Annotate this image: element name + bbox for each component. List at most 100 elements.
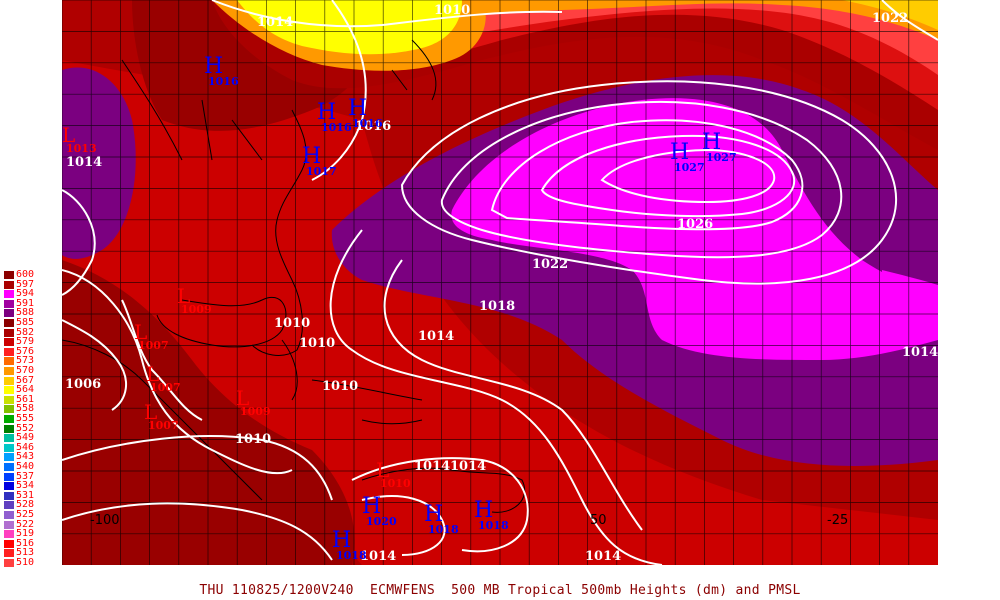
color-swatch bbox=[4, 299, 14, 308]
isobar-1016-south bbox=[361, 495, 446, 556]
isobar-label: 1022 bbox=[872, 11, 909, 26]
florida bbox=[281, 339, 298, 401]
color-swatch bbox=[4, 357, 14, 366]
weather-map: -100 50 -25 1010 1014 1022 1014 1016 102… bbox=[62, 0, 938, 565]
high-pressure-center: H 1018 bbox=[332, 528, 367, 562]
color-scale-legend: 600 597 594 591 588 585 582 579 576 573 570 567 564 5… bbox=[4, 269, 46, 569]
color-scale-entry: 567 bbox=[4, 374, 46, 386]
high-pressure-center: H 1018 bbox=[424, 502, 459, 536]
color-scale-label: 525 bbox=[16, 509, 35, 520]
color-scale-label: 555 bbox=[16, 413, 35, 424]
color-scale-entry: 546 bbox=[4, 442, 46, 453]
isobar-label: 1010 bbox=[235, 432, 272, 447]
color-swatch bbox=[4, 338, 14, 347]
color-swatch bbox=[4, 395, 14, 404]
color-swatch bbox=[4, 328, 14, 337]
purple-field-west bbox=[62, 67, 136, 259]
low-pressure-center: L 1007 bbox=[146, 362, 181, 394]
color-scale-entry: 579 bbox=[4, 336, 46, 348]
isobar-1007 bbox=[121, 299, 203, 421]
isobar-label: 1014 bbox=[902, 345, 938, 360]
high-pressure-center: H 1020 bbox=[362, 494, 397, 528]
isobar-1014-west bbox=[62, 189, 96, 296]
color-scale-label: 582 bbox=[16, 326, 35, 338]
color-swatch bbox=[4, 549, 14, 558]
color-scale-label: 570 bbox=[16, 365, 35, 376]
magenta-core-east bbox=[882, 270, 938, 333]
central-america bbox=[62, 339, 263, 501]
high-pressure-center: H 1016 bbox=[348, 96, 383, 130]
color-scale-label: 561 bbox=[16, 393, 35, 405]
isobar-1022-ne bbox=[881, 0, 938, 41]
low-pressure-center: L 1013 bbox=[62, 123, 97, 155]
color-scale-entry: 582 bbox=[4, 326, 46, 338]
color-swatch bbox=[4, 453, 14, 462]
isobar-1010-south bbox=[62, 435, 333, 501]
color-swatch bbox=[4, 501, 14, 510]
color-scale-entry: 561 bbox=[4, 393, 46, 405]
color-scale-entry: 516 bbox=[4, 538, 46, 549]
color-swatch bbox=[4, 463, 14, 471]
color-scale-label: 567 bbox=[16, 374, 35, 386]
isobar-label: 1014 bbox=[360, 549, 397, 564]
isobar-1006 bbox=[62, 319, 127, 411]
color-swatch bbox=[4, 347, 14, 356]
color-scale-entry: 552 bbox=[4, 423, 46, 434]
color-scale-label: 531 bbox=[16, 489, 35, 501]
color-scale-entry: 513 bbox=[4, 547, 46, 558]
isobar-1010-north bbox=[211, 0, 563, 28]
color-scale-entry: 573 bbox=[4, 355, 46, 366]
model-label: ECMWFENS bbox=[369, 583, 435, 598]
isobar-label: 1010 bbox=[322, 379, 359, 394]
color-scale-entry: 528 bbox=[4, 499, 46, 510]
isobar-label: 1018 bbox=[479, 299, 516, 314]
color-scale-label: 597 bbox=[16, 278, 35, 290]
isobar-label: 1014 bbox=[66, 155, 103, 170]
color-swatch bbox=[4, 472, 14, 481]
color-scale-entry: 576 bbox=[4, 346, 46, 357]
isobar-label: 1014 bbox=[418, 329, 455, 344]
color-scale-label: 591 bbox=[16, 297, 35, 309]
color-scale-label: 585 bbox=[16, 317, 35, 328]
color-scale-label: 588 bbox=[16, 307, 35, 319]
color-scale-label: 522 bbox=[16, 518, 35, 530]
color-scale-entry: 564 bbox=[4, 384, 46, 395]
low-pressure-center: L 1009 bbox=[236, 386, 271, 418]
isobar-1018-ring bbox=[400, 80, 898, 285]
color-swatch bbox=[4, 424, 14, 433]
color-swatch bbox=[4, 290, 14, 299]
maritimes bbox=[391, 39, 437, 101]
color-swatch bbox=[4, 539, 14, 548]
valid-time-label: THU 110825/1200V240 bbox=[199, 583, 354, 598]
south-america-north bbox=[361, 467, 526, 513]
color-swatch bbox=[4, 319, 14, 327]
color-scale-label: 579 bbox=[16, 336, 35, 348]
isobars bbox=[62, 0, 938, 565]
us-east-coast bbox=[251, 109, 307, 356]
isobar-1024-ring bbox=[490, 119, 804, 231]
color-scale-entry: 591 bbox=[4, 297, 46, 309]
color-swatch bbox=[4, 559, 14, 567]
isobar-label: 1014 bbox=[450, 459, 487, 474]
color-scale-entry: 531 bbox=[4, 489, 46, 501]
isobar-1018-curve bbox=[383, 259, 643, 531]
high-pressure-center: H 1018 bbox=[474, 498, 509, 532]
color-scale-label: 534 bbox=[16, 480, 35, 492]
isobar-label: 1010 bbox=[274, 316, 311, 331]
high-pressure-center: H 1017 bbox=[302, 144, 337, 178]
gulf-coast bbox=[156, 296, 287, 348]
color-scale-entry: 540 bbox=[4, 461, 46, 472]
longitude-label-50w: 50 bbox=[590, 513, 607, 528]
longitude-label-100w: -100 bbox=[90, 513, 120, 528]
isobar-label: 1016 bbox=[355, 119, 392, 134]
color-scale-entry: 525 bbox=[4, 509, 46, 520]
high-pressure-center: H 1027 bbox=[670, 140, 705, 174]
isobar-label: 1014 bbox=[414, 459, 451, 474]
isobar-1014-curve bbox=[329, 229, 663, 565]
high-pressure-center: H 1016 bbox=[204, 54, 239, 88]
color-swatch bbox=[4, 376, 14, 385]
caribbean-islands bbox=[311, 379, 423, 425]
low-pressure-center: L 1009 bbox=[177, 284, 212, 316]
color-scale-label: 540 bbox=[16, 461, 35, 472]
high-pressure-center: H 1016 bbox=[317, 100, 352, 134]
